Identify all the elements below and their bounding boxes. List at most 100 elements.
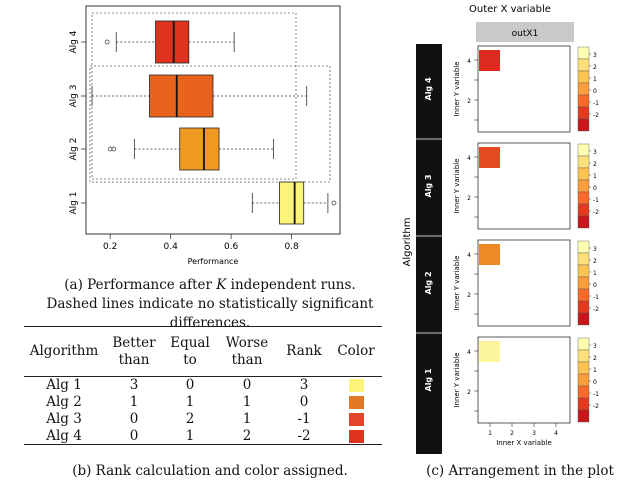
y-tick-label: 2	[467, 389, 471, 396]
caption-c: (c) Arrangement in the plot	[426, 463, 614, 479]
cell-rank: 3	[299, 377, 309, 394]
caption-b: (b) Rank calculation and color assigned.	[72, 463, 348, 479]
y-tick-label: 4	[467, 155, 471, 162]
legend-swatch	[577, 70, 590, 84]
box-iqr	[155, 20, 190, 64]
legend-swatch	[577, 203, 590, 217]
header-worse: Worse than	[225, 334, 269, 368]
no-significance-group-2	[89, 65, 331, 183]
legend-label: 3	[593, 52, 597, 59]
x-tick-label: 1	[488, 430, 492, 437]
panel-strip-label: Alg 2	[424, 271, 433, 294]
inner-y-label: Inner Y variable	[453, 255, 461, 310]
y-tick-label: 2	[467, 292, 471, 299]
cell-algorithm: Alg 1	[46, 377, 82, 394]
header-equal: Equal to	[170, 334, 210, 368]
x-axis-title: Performance	[188, 257, 239, 266]
legend-swatch	[577, 167, 590, 181]
box-alg-4	[104, 20, 235, 64]
legend-label: 1	[593, 367, 597, 374]
legend-swatch	[577, 397, 590, 411]
cell-equal: 1	[185, 427, 195, 444]
legend-label: -1	[593, 391, 599, 398]
legend-swatch	[577, 191, 590, 205]
legend-swatch	[577, 264, 590, 278]
color-swatch	[348, 413, 364, 426]
legend-label: 1	[593, 173, 597, 180]
legend-swatch	[577, 373, 590, 387]
cell-worse: 0	[242, 377, 252, 394]
caption-a: (a) Performance after K independent runs…	[40, 276, 380, 333]
cell-worse: 1	[242, 411, 252, 427]
panel-alg-3	[474, 142, 591, 230]
cell-algorithm: Alg 2	[46, 394, 82, 410]
category-label: Alg 1	[69, 192, 79, 215]
table-row: Alg 3 0 2 1 -1	[24, 411, 382, 428]
cell-rank: 0	[299, 394, 309, 410]
category-label: Alg 3	[69, 85, 79, 108]
y-tick-label: 4	[467, 58, 471, 65]
legend-label: -2	[593, 403, 599, 410]
legend-label: 0	[593, 185, 597, 192]
cell-better: 0	[129, 411, 139, 427]
outer-x-strip	[476, 22, 574, 42]
legend-label: 3	[593, 343, 597, 350]
x-tick-label: 0.4	[164, 242, 179, 252]
panel-alg-4	[474, 45, 591, 133]
legend-swatch	[577, 215, 590, 229]
cell-worse: 1	[242, 394, 252, 410]
heat-cell	[479, 341, 500, 362]
cell-algorithm: Alg 4	[46, 427, 82, 444]
cell-worse: 2	[242, 427, 252, 444]
cell-color	[330, 428, 382, 445]
legend-swatch	[577, 143, 590, 157]
cell-equal: 1	[185, 394, 195, 410]
heat-cell	[479, 244, 500, 265]
inner-y-label: Inner Y variable	[453, 61, 461, 116]
box-alg-3	[91, 74, 308, 118]
outlier-point	[111, 146, 117, 152]
panel-strip-label: Alg 4	[424, 77, 433, 100]
inner-y-label: Inner Y variable	[453, 158, 461, 213]
cell-color	[330, 377, 382, 394]
legend-swatch	[577, 276, 590, 290]
legend-label: 2	[593, 258, 597, 265]
legend-swatch	[577, 361, 590, 375]
legend-label: -1	[593, 197, 599, 204]
cell-better: 0	[129, 427, 139, 444]
cell-better: 3	[129, 377, 139, 394]
legend-label: 0	[593, 88, 597, 95]
legend-swatch	[577, 82, 590, 96]
cell-algorithm: Alg 3	[46, 411, 82, 427]
legend-swatch	[577, 385, 590, 399]
legend-swatch	[577, 288, 590, 302]
header-color: Color	[337, 343, 375, 359]
legend-swatch	[577, 46, 590, 60]
table-header-row: Algorithm Better than Equal to Worse than R…	[24, 326, 382, 377]
color-swatch	[348, 396, 364, 409]
legend-label: -2	[593, 306, 599, 313]
x-tick-label: 4	[554, 430, 558, 437]
panel-strip-label: Alg 1	[424, 368, 433, 391]
rank-table: Algorithm Better than Equal to Worse than R…	[24, 326, 382, 445]
legend-label: 0	[593, 282, 597, 289]
legend-label: 2	[593, 355, 597, 362]
y-tick-label: 2	[467, 195, 471, 202]
caption-a-suffix: independent runs. Dashed lines indicate …	[46, 277, 374, 331]
legend-label: -1	[593, 100, 599, 107]
inner-x-label: Inner X variable	[496, 439, 552, 447]
legend-swatch	[577, 252, 590, 266]
box-iqr	[149, 74, 214, 118]
box-iqr	[279, 181, 305, 225]
y-tick-label: 4	[467, 349, 471, 356]
legend-swatch	[577, 94, 590, 108]
x-tick-label: 2	[510, 430, 514, 437]
panel-alg-1	[474, 336, 591, 424]
legend-swatch	[577, 155, 590, 169]
legend-label: -1	[593, 294, 599, 301]
legend-label: -2	[593, 112, 599, 119]
x-tick-label: 0.6	[224, 242, 239, 252]
x-tick-label: 0.8	[284, 242, 299, 252]
